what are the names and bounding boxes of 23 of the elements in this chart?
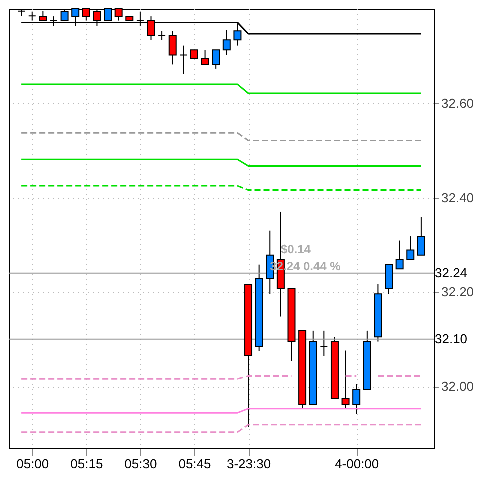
x-tick-label: 05:45 (178, 456, 212, 472)
x-tick-label: 4-00:00 (335, 456, 380, 472)
ref-line-label: 32.10 (435, 331, 468, 346)
y-tick-label: 32.60 (442, 96, 474, 111)
candlestick (180, 45, 188, 75)
x-tick-label: 05:00 (16, 456, 50, 472)
candlestick (168, 30, 177, 66)
candlestick (212, 50, 220, 70)
x-tick-label: 3-23:30 (226, 456, 272, 472)
x-tick-label: 05:15 (70, 456, 104, 472)
x-tick-label: 05:30 (124, 456, 158, 472)
y-tick-label: 32.40 (442, 190, 474, 206)
ref-line-label: 32.24 (435, 265, 468, 280)
candlestick (342, 350, 350, 410)
candlestick (406, 236, 415, 260)
candlestick (320, 330, 328, 357)
candlestick (201, 50, 210, 66)
candlestick (396, 240, 404, 270)
y-tick-label: 32.00 (442, 379, 474, 394)
candlestick (222, 30, 231, 56)
candlestick (352, 384, 361, 415)
y-tick-label: 32.20 (442, 284, 474, 300)
candlestick (417, 216, 426, 256)
